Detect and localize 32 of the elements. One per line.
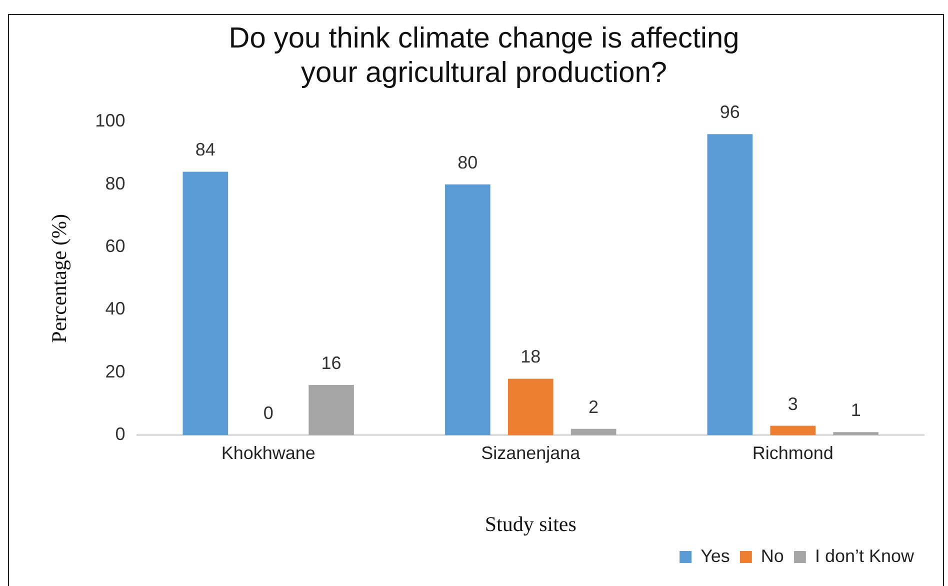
- data-label: 0: [263, 403, 274, 424]
- data-label: 2: [588, 396, 599, 417]
- y-tick-label: 100: [95, 110, 126, 131]
- data-label: 80: [458, 152, 478, 172]
- bar: [445, 184, 490, 436]
- y-tick-label: 80: [105, 173, 126, 194]
- data-label: 96: [720, 102, 740, 122]
- data-label: 84: [195, 140, 216, 160]
- x-axis-title: Study sites: [484, 512, 576, 536]
- y-tick-label: 0: [115, 424, 126, 444]
- bar: [508, 378, 554, 436]
- bar: [570, 428, 616, 436]
- x-tick-label: Khokhwane: [221, 442, 316, 463]
- data-label: 3: [788, 394, 798, 414]
- data-label: 18: [520, 346, 541, 367]
- bar: [182, 172, 228, 436]
- data-label: 16: [321, 352, 342, 373]
- legend-label: No: [760, 546, 784, 566]
- y-tick-label: 60: [105, 236, 126, 256]
- x-tick-label: Sizanenjana: [481, 442, 582, 463]
- bar: [833, 432, 878, 436]
- chart-title: Do you think climate change is affecting your agricultural production?: [228, 22, 740, 90]
- y-tick-label: 20: [105, 361, 126, 382]
- legend-label: Yes: [700, 546, 730, 566]
- y-axis-title: Percentage (%): [47, 214, 72, 343]
- x-tick-label: Richmond: [752, 442, 834, 463]
- bar: [308, 385, 354, 436]
- data-label: 1: [850, 400, 861, 420]
- bar: [707, 134, 753, 436]
- y-tick-label: 40: [105, 298, 126, 319]
- bar: [770, 426, 816, 436]
- legend-label: I don’t Know: [814, 546, 915, 566]
